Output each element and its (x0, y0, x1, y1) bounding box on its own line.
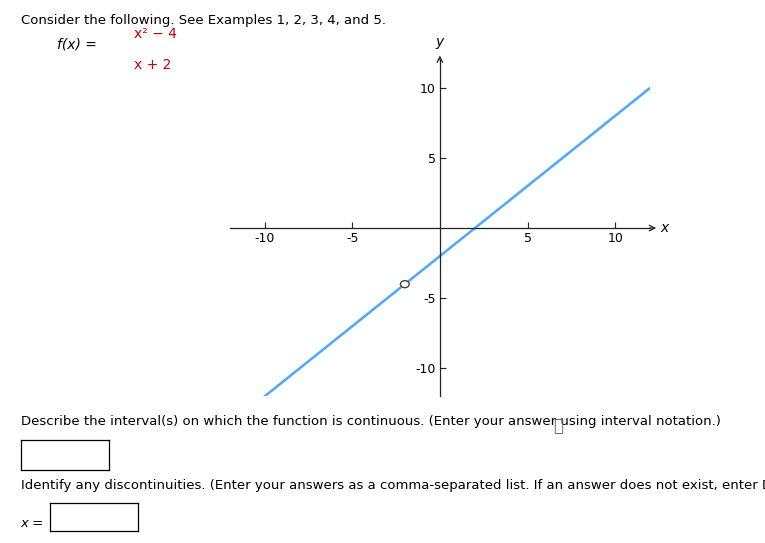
Text: x² − 4: x² − 4 (134, 27, 177, 41)
Circle shape (400, 281, 409, 288)
Text: Describe the interval(s) on which the function is continuous. (Enter your answer: Describe the interval(s) on which the fu… (21, 415, 721, 428)
Text: Identify any discontinuities. (Enter your answers as a comma-separated list. If : Identify any discontinuities. (Enter you… (21, 479, 765, 492)
Text: y: y (436, 35, 444, 48)
Text: x =: x = (21, 517, 44, 531)
Text: ⓘ: ⓘ (553, 417, 564, 435)
Text: f(x) =: f(x) = (57, 37, 102, 52)
Text: Consider the following. See Examples 1, 2, 3, 4, and 5.: Consider the following. See Examples 1, … (21, 14, 386, 27)
Text: x: x (661, 221, 669, 235)
Text: x + 2: x + 2 (134, 58, 171, 72)
